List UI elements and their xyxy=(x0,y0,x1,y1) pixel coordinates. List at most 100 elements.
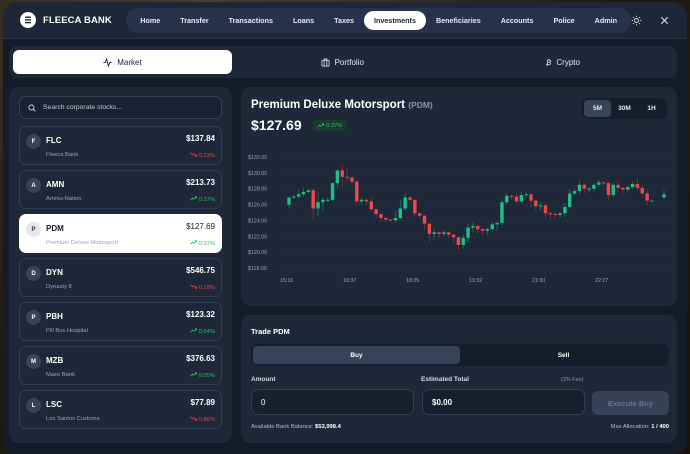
stock-price: $213.73 xyxy=(186,178,215,187)
candle-down xyxy=(408,197,412,200)
candle-up xyxy=(500,202,504,223)
candle-down xyxy=(417,213,422,216)
trend-up-icon xyxy=(189,328,197,335)
stock-avatar: M xyxy=(26,354,41,369)
trend-up-icon xyxy=(189,372,197,379)
top-bar: FLEECA BANK Home Transfer Transactions Loan… xyxy=(3,2,687,39)
nav-transactions[interactable]: Transactions xyxy=(228,15,273,25)
sell-tab[interactable]: Sell xyxy=(557,351,570,359)
stock-symbol: PBH xyxy=(46,312,63,321)
candle-up xyxy=(568,193,572,207)
candle-up xyxy=(296,194,301,197)
main-nav: Home Transfer Transactions Loans Taxes Invest… xyxy=(126,7,631,33)
stock-symbol: FLC xyxy=(46,136,62,145)
tab-market[interactable]: Market xyxy=(13,50,232,74)
candle-down xyxy=(582,184,586,189)
candle-down xyxy=(621,187,625,190)
stock-item-flc[interactable]: F FLC Fleeca Bank $137.84 0.13% xyxy=(19,126,222,165)
close-icon[interactable] xyxy=(660,16,669,25)
amount-input[interactable] xyxy=(261,397,413,407)
candle-up xyxy=(597,182,601,185)
y-axis-label: $130.00 xyxy=(248,171,267,177)
candle-up xyxy=(461,237,465,246)
candle-down xyxy=(616,184,620,188)
stock-price: $77.89 xyxy=(190,398,215,407)
nav-accounts[interactable]: Accounts xyxy=(500,15,534,25)
amount-label: Amount xyxy=(251,376,276,383)
nav-home[interactable]: Home xyxy=(140,15,161,25)
nav-beneficiaries[interactable]: Beneficiaries xyxy=(435,15,481,25)
candle-down xyxy=(601,182,606,184)
trade-panel: Trade PDM Buy Sell Amount Estimated Tota… xyxy=(241,315,677,443)
current-price: $127.69 xyxy=(251,117,302,133)
stock-company-name: Fleeca Bank xyxy=(46,152,79,158)
execute-buy-button[interactable]: Execute Buy xyxy=(592,391,669,415)
range-30m[interactable]: 30M xyxy=(618,105,631,112)
candle-down xyxy=(311,190,315,209)
candle-up xyxy=(471,225,475,228)
candle-up xyxy=(592,184,596,189)
stock-item-amn[interactable]: A AMN Ammu-Nation $213.73 0.37% xyxy=(19,170,222,209)
tab-crypto[interactable]: ₿ Crypto xyxy=(453,50,674,74)
candle-up xyxy=(505,195,509,203)
candle-down xyxy=(364,199,369,202)
trend-down-icon xyxy=(189,152,197,159)
price-change-badge: 0.37% xyxy=(313,120,347,131)
candle-down xyxy=(456,237,461,246)
nav-taxes[interactable]: Taxes xyxy=(334,15,354,25)
stock-avatar: F xyxy=(26,134,41,149)
candlestick-chart[interactable]: $132.00 $130.00 $128.00 $126.00 $124.00 $122.… xyxy=(241,87,677,306)
stock-change: 0.54% xyxy=(189,328,215,335)
stock-item-mzb[interactable]: M MZB Maze Bank $376.63 0.05% xyxy=(19,346,222,385)
candle-down xyxy=(437,232,441,234)
nav-admin[interactable]: Admin xyxy=(594,15,617,25)
y-axis-label: $120.00 xyxy=(248,250,267,256)
x-axis-label: 18:05 xyxy=(406,278,419,284)
trend-up-icon xyxy=(189,240,197,247)
candle-up xyxy=(292,196,296,198)
stock-item-dyn[interactable]: D DYN Dynasty 8 $546.75 0.18% xyxy=(19,258,222,297)
candle-up xyxy=(403,197,407,209)
stock-change: 0.37% xyxy=(189,196,215,203)
stock-company-name: Maze Bank xyxy=(46,372,75,378)
candle-up xyxy=(524,194,528,196)
candle-down xyxy=(427,223,432,234)
stock-list-panel: F FLC Fleeca Bank $137.84 0.13% A AMN Ammu-Nati… xyxy=(9,87,232,443)
stock-change-value: 0.37% xyxy=(198,240,215,247)
stock-search[interactable] xyxy=(19,96,222,119)
candle-up xyxy=(538,205,543,207)
buy-tab[interactable]: Buy xyxy=(253,346,460,364)
y-axis-label: $118.00 xyxy=(248,266,267,272)
candle-down xyxy=(447,232,451,235)
candle-up xyxy=(335,170,340,184)
trend-down-icon xyxy=(189,416,197,423)
nav-loans[interactable]: Loans xyxy=(292,15,315,25)
nav-police[interactable]: Police xyxy=(553,15,575,25)
range-1h[interactable]: 1H xyxy=(647,105,656,112)
stock-symbol: AMN xyxy=(46,180,65,189)
stock-symbol: LSC xyxy=(46,400,62,409)
bank-balance: Available Bank Balance: $53,998.4 xyxy=(251,424,341,430)
theme-toggle-icon[interactable] xyxy=(631,15,642,26)
candle-up xyxy=(577,184,582,192)
max-allocation: Max Allocation: 1 / 400 xyxy=(611,424,669,430)
trend-up-icon xyxy=(189,196,197,203)
candle-down xyxy=(340,170,344,177)
stock-item-pdm[interactable]: P PDM Premium Deluxe Motorsport $127.69 0.37… xyxy=(19,214,222,253)
nav-transfer[interactable]: Transfer xyxy=(180,15,209,25)
candle-down xyxy=(509,195,514,197)
x-axis-label: 16:37 xyxy=(343,278,356,284)
stock-change-value: 0.54% xyxy=(198,328,215,335)
tab-portfolio[interactable]: Portfolio xyxy=(232,50,453,74)
stock-item-pbh[interactable]: P PBH Pill Box Hospital $123.32 0.54% xyxy=(19,302,222,341)
stock-change: 0.13% xyxy=(189,152,215,159)
stock-symbol: DYN xyxy=(46,268,63,277)
stock-company-name: Pill Box Hospital xyxy=(46,328,88,334)
candle-down xyxy=(640,187,645,194)
search-input[interactable] xyxy=(43,104,213,111)
range-5m[interactable]: 5M xyxy=(584,100,611,117)
amount-field[interactable] xyxy=(251,389,414,415)
stock-item-lsc[interactable]: L LSC Los Santos Customs $77.89 0.86% xyxy=(19,390,222,429)
nav-investments[interactable]: Investments xyxy=(364,10,426,30)
brand: FLEECA BANK xyxy=(20,12,118,28)
